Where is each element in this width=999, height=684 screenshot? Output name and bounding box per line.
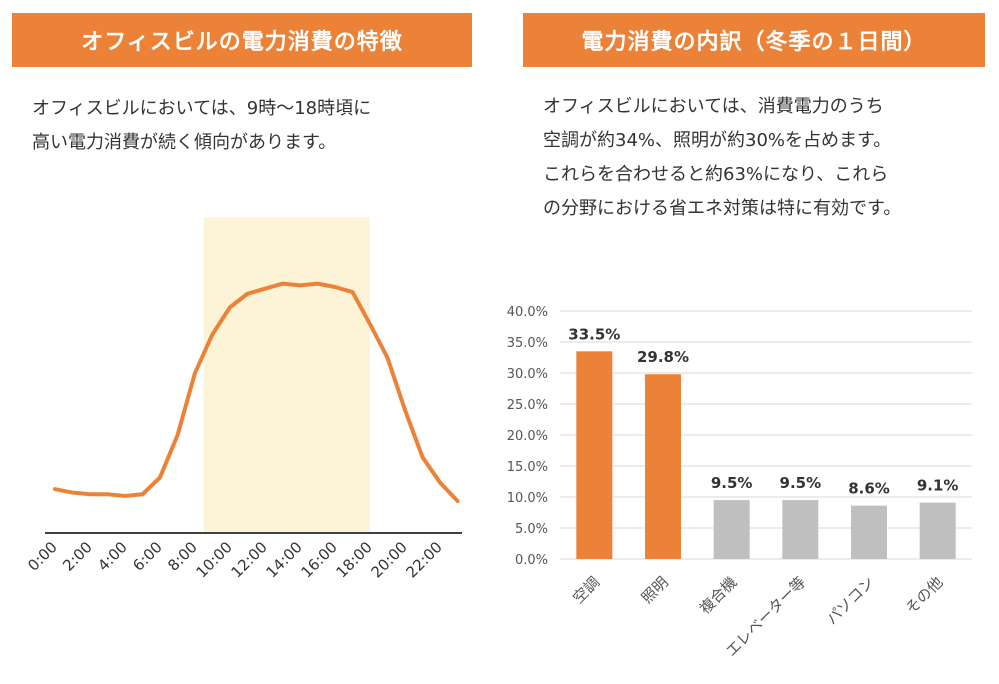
- x-category-label: 空調: [569, 573, 603, 607]
- bar: [851, 505, 887, 559]
- left-panel-title: オフィスビルの電力消費の特徴: [12, 13, 472, 67]
- data-label: 9.5%: [780, 474, 822, 492]
- data-label: 29.8%: [637, 348, 689, 366]
- x-category-label: 照明: [638, 573, 672, 607]
- right-description-line-2: 空調が約34%、照明が約30%を占めます。: [543, 130, 892, 151]
- right-description-line-1: オフィスビルにおいては、消費電力のうち: [543, 96, 884, 117]
- data-label: 9.5%: [711, 474, 753, 492]
- y-tick-label: 35.0%: [507, 336, 548, 351]
- y-tick-label: 30.0%: [507, 367, 548, 382]
- y-tick-label: 40.0%: [507, 305, 548, 320]
- y-tick-label: 20.0%: [507, 429, 548, 444]
- left-description-line-1: オフィスビルにおいては、9時～18時頃に: [32, 98, 372, 119]
- left-description-line-2: 高い電力消費が続く傾向があります。: [32, 132, 337, 153]
- x-category-label: パソコン: [823, 573, 878, 628]
- right-description: オフィスビルにおいては、消費電力のうち 空調が約34%、照明が約30%を占めます…: [543, 90, 983, 226]
- right-description-line-3: これらを合わせると約63%になり、これら: [543, 164, 889, 185]
- right-description-line-4: の分野における省エネ対策は特に有効です。: [543, 198, 902, 219]
- bar: [713, 500, 750, 559]
- business-hours-highlight: [203, 217, 370, 533]
- consumption-line: [53, 281, 460, 503]
- y-tick-label: 5.0%: [515, 522, 548, 537]
- right-panel-title: 電力消費の内訳（冬季の１日間）: [523, 13, 985, 67]
- left-description: オフィスビルにおいては、9時～18時頃に 高い電力消費が続く傾向があります。: [32, 92, 472, 160]
- y-tick-label: 25.0%: [507, 398, 548, 413]
- x-category-label: その他: [902, 573, 947, 618]
- x-category-label: 複合機: [696, 573, 741, 618]
- bar: [576, 351, 613, 559]
- bar: [919, 502, 956, 559]
- data-label: 8.6%: [848, 480, 890, 498]
- bar: [782, 500, 819, 559]
- data-label: 33.5%: [568, 325, 620, 343]
- y-tick-label: 15.0%: [507, 460, 548, 475]
- y-tick-label: 0.0%: [515, 553, 548, 568]
- bar: [645, 374, 681, 559]
- y-tick-label: 10.0%: [507, 491, 548, 506]
- data-label: 9.1%: [917, 477, 959, 495]
